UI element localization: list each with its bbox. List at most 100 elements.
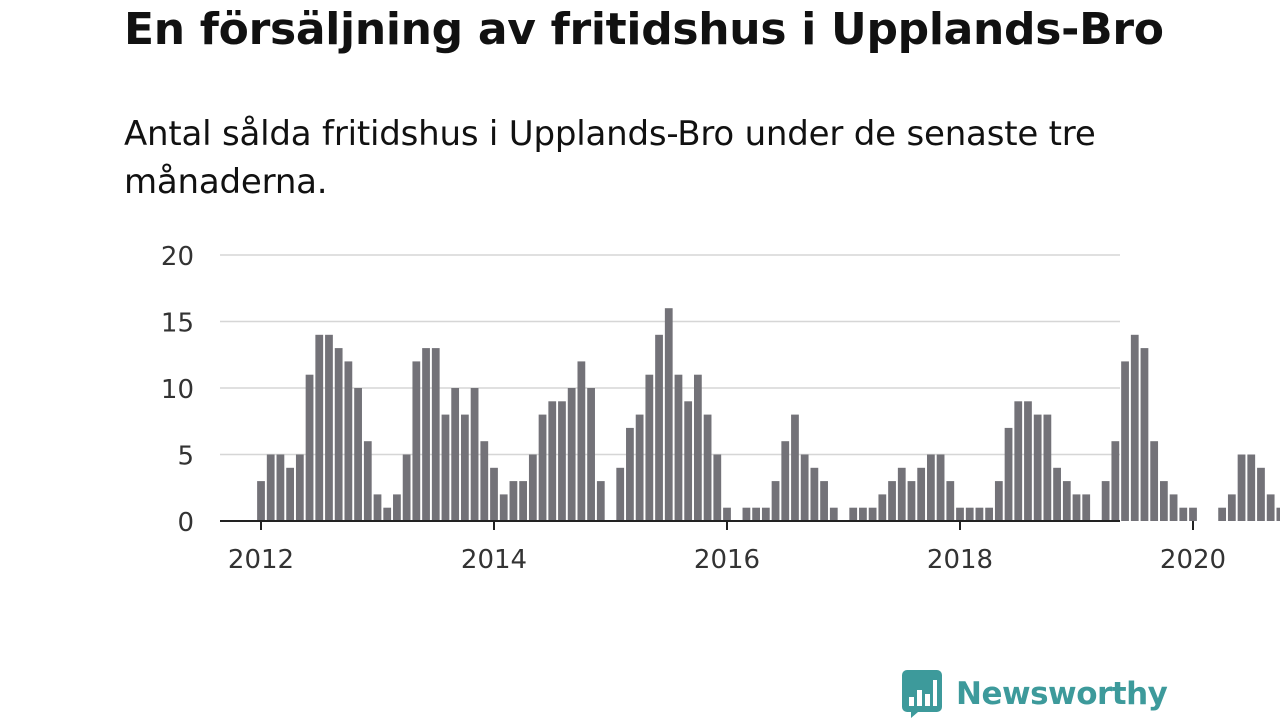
bar: [1257, 467, 1265, 521]
bar: [1072, 494, 1081, 521]
bar: [295, 454, 304, 521]
bar: [587, 388, 595, 521]
bar: [596, 481, 605, 521]
bar: [1140, 348, 1149, 521]
bar: [752, 507, 761, 521]
bar: [761, 507, 770, 521]
bar: [490, 467, 498, 521]
x-tick-label: 2020: [1160, 545, 1226, 575]
bar: [276, 454, 285, 521]
bar: [499, 494, 508, 521]
bar: [1266, 494, 1275, 521]
bars: [257, 308, 1280, 521]
bar: [674, 374, 683, 521]
bar: [820, 481, 828, 521]
bar: [325, 334, 333, 521]
bar: [1024, 401, 1032, 521]
bar: [334, 348, 343, 521]
x-tick-label: 2016: [694, 545, 760, 575]
bar: [985, 507, 994, 521]
bar: [363, 441, 372, 521]
bar: [994, 481, 1003, 521]
bar: [412, 361, 421, 521]
y-tick-label: 20: [161, 242, 194, 272]
bar: [926, 454, 935, 521]
bar: [975, 507, 984, 521]
brand-logo: Newsworthy: [902, 670, 1168, 718]
bar: [1101, 481, 1110, 521]
bar: [373, 494, 382, 521]
bar: [422, 348, 430, 521]
bar: [781, 441, 790, 521]
bar: [907, 481, 916, 521]
bar: [558, 401, 566, 521]
bar: [645, 374, 654, 521]
bar: [1237, 454, 1246, 521]
page-title: En försäljning av fritidshus i Upplands-…: [124, 4, 1164, 55]
bar: [1082, 494, 1091, 521]
bar: [402, 454, 411, 521]
bar: [1121, 361, 1129, 521]
bar: [344, 361, 353, 521]
bar: [1276, 507, 1280, 521]
bar: [257, 481, 265, 521]
bar: [878, 494, 887, 521]
bar: [1227, 494, 1236, 521]
bar: [1053, 467, 1061, 521]
bar: [635, 414, 644, 521]
bar: [431, 348, 440, 521]
x-tick-label: 2014: [461, 545, 527, 575]
bar: [354, 388, 362, 521]
bar: [1004, 427, 1013, 521]
bar: [742, 507, 751, 521]
bar: [936, 454, 945, 521]
y-tick-label: 0: [177, 508, 194, 538]
bar: [1247, 454, 1256, 521]
bar: [771, 481, 780, 521]
bar: [703, 414, 712, 521]
bar: [888, 481, 896, 521]
x-tick-label: 2018: [927, 545, 993, 575]
bar: [1033, 414, 1042, 521]
y-tick-label: 10: [161, 375, 194, 405]
bar: [393, 494, 401, 521]
bar: [684, 401, 693, 521]
bar: [567, 388, 576, 521]
bar: [528, 454, 537, 521]
bar: [965, 507, 974, 521]
bar: [441, 414, 450, 521]
bar: [305, 374, 314, 521]
bar: [1189, 507, 1197, 521]
bar: [451, 388, 460, 521]
bar: [849, 507, 858, 521]
bar: [616, 467, 625, 521]
bar: [810, 467, 819, 521]
bar: [383, 507, 392, 521]
bar: [800, 454, 809, 521]
bar: [655, 334, 663, 521]
chart-subtitle: Antal sålda fritidshus i Upplands-Bro un…: [124, 114, 1096, 202]
bar: [460, 414, 469, 521]
bar: [917, 467, 926, 521]
bar: [626, 427, 634, 521]
bar: [1062, 481, 1071, 521]
bar: [859, 507, 867, 521]
bar: [946, 481, 955, 521]
bar: [1043, 414, 1052, 521]
bar: [286, 467, 295, 521]
bar: [1179, 507, 1188, 521]
x-axis: [220, 520, 1194, 530]
x-tick-label: 2012: [228, 545, 294, 575]
bar: [1014, 401, 1023, 521]
bar: [1130, 334, 1139, 521]
bar: [509, 481, 518, 521]
bar: [538, 414, 547, 521]
bar: [897, 467, 906, 521]
bar: [548, 401, 557, 521]
bar: [829, 507, 838, 521]
bar: [723, 507, 731, 521]
bar: [713, 454, 722, 521]
bar: [315, 334, 324, 521]
bar: [480, 441, 489, 521]
